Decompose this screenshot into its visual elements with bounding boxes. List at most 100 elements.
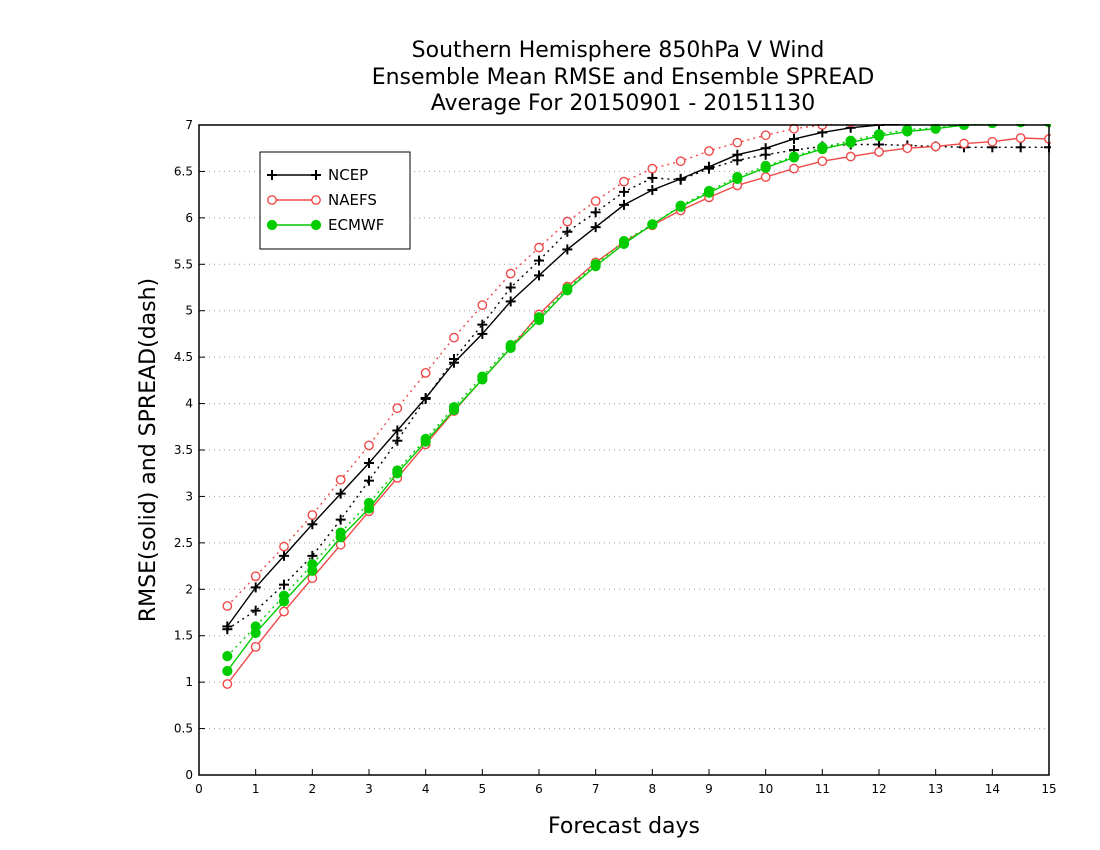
x-tick-label: 1 xyxy=(252,782,260,796)
data-point xyxy=(619,186,629,197)
y-tick-label: 7 xyxy=(185,118,193,132)
data-point xyxy=(335,474,346,485)
data-point xyxy=(364,475,374,486)
y-tick-label: 6.5 xyxy=(174,164,193,178)
data-point xyxy=(987,136,998,147)
data-point xyxy=(364,440,374,451)
data-point xyxy=(307,519,318,530)
data-point xyxy=(250,641,261,652)
data-point xyxy=(732,137,743,148)
data-point xyxy=(222,651,233,662)
data-point xyxy=(222,679,233,689)
data-point xyxy=(448,402,460,413)
data-point xyxy=(902,143,913,154)
series-line xyxy=(226,124,905,627)
legend: NCEP NAEFS ECMWF xyxy=(259,151,411,250)
data-point xyxy=(1045,113,1053,121)
legend-marker xyxy=(267,170,277,180)
x-tick-label: 14 xyxy=(985,782,1000,796)
data-point xyxy=(991,124,994,126)
data-point xyxy=(279,579,289,590)
legend-marker xyxy=(311,170,321,180)
data-point xyxy=(647,219,658,230)
x-tick-label: 15 xyxy=(1041,782,1056,796)
data-point xyxy=(704,146,714,156)
data-point xyxy=(279,606,289,617)
y-tick-label: 1.5 xyxy=(174,629,193,643)
x-tick-label: 6 xyxy=(535,782,543,796)
data-point xyxy=(477,371,488,382)
data-point xyxy=(874,147,884,157)
x-tick-label: 12 xyxy=(871,782,886,796)
series-ncep-spread xyxy=(222,139,1051,635)
data-point xyxy=(760,149,771,160)
data-point xyxy=(817,156,828,167)
x-tick-label: 13 xyxy=(928,782,943,796)
legend-marker xyxy=(310,219,322,231)
data-point xyxy=(1015,142,1026,153)
legend-marker xyxy=(311,195,321,205)
y-axis-label: RMSE(solid) and SPREAD(dash) xyxy=(136,278,161,622)
data-point xyxy=(930,124,941,133)
data-point xyxy=(477,328,488,339)
y-tick-label: 2 xyxy=(185,582,193,596)
data-point xyxy=(675,174,686,185)
data-point xyxy=(704,163,714,174)
legend-label: ECMWF xyxy=(328,216,384,234)
data-point xyxy=(760,172,771,182)
data-point xyxy=(958,124,970,130)
data-point xyxy=(562,226,573,237)
data-point xyxy=(364,458,374,468)
x-tick-label: 11 xyxy=(815,782,830,796)
legend-label: NAEFS xyxy=(328,191,377,209)
series-ecmwf-spread xyxy=(222,124,1051,662)
x-axis-label: Forecast days xyxy=(548,814,700,839)
data-point xyxy=(534,270,544,281)
data-point xyxy=(902,124,913,135)
y-tick-label: 5 xyxy=(185,304,193,318)
data-point xyxy=(477,319,488,330)
x-tick-label: 0 xyxy=(195,782,203,796)
series-layer xyxy=(222,113,1053,689)
data-point xyxy=(619,176,629,187)
data-point xyxy=(675,200,686,211)
data-point xyxy=(392,465,403,476)
data-point xyxy=(590,207,601,218)
chart-subtitle-2: Average For 20150901 - 20151130 xyxy=(431,91,816,116)
data-point xyxy=(930,141,941,152)
data-point xyxy=(789,163,799,174)
y-tick-label: 3.5 xyxy=(174,443,193,457)
data-point xyxy=(905,124,910,125)
data-point xyxy=(250,582,261,593)
y-tick-label: 5.5 xyxy=(174,257,193,271)
data-point xyxy=(562,216,573,227)
data-point xyxy=(988,113,996,121)
data-point xyxy=(505,296,516,307)
data-point xyxy=(1019,124,1022,126)
data-point xyxy=(959,138,969,149)
chart-title: Southern Hemisphere 850hPa V Wind xyxy=(412,38,825,63)
data-point xyxy=(392,403,403,414)
legend-label: NCEP xyxy=(328,166,368,184)
data-point xyxy=(335,527,346,538)
grid-lines xyxy=(199,170,1049,730)
data-point xyxy=(222,601,233,611)
y-tick-label: 4.5 xyxy=(174,350,193,364)
data-point xyxy=(647,172,658,183)
data-point xyxy=(222,624,233,635)
data-point xyxy=(278,590,290,601)
data-point xyxy=(533,312,545,323)
data-point xyxy=(931,114,939,122)
data-point xyxy=(562,244,573,255)
data-point xyxy=(619,199,629,210)
data-point xyxy=(1016,113,1024,121)
data-point xyxy=(703,185,715,197)
data-point xyxy=(420,368,431,378)
data-point xyxy=(250,621,261,632)
data-point xyxy=(789,133,799,144)
data-point xyxy=(590,196,601,207)
data-point xyxy=(505,268,516,279)
x-tick-label: 2 xyxy=(309,782,317,796)
data-point xyxy=(562,283,573,294)
data-point xyxy=(618,235,630,247)
